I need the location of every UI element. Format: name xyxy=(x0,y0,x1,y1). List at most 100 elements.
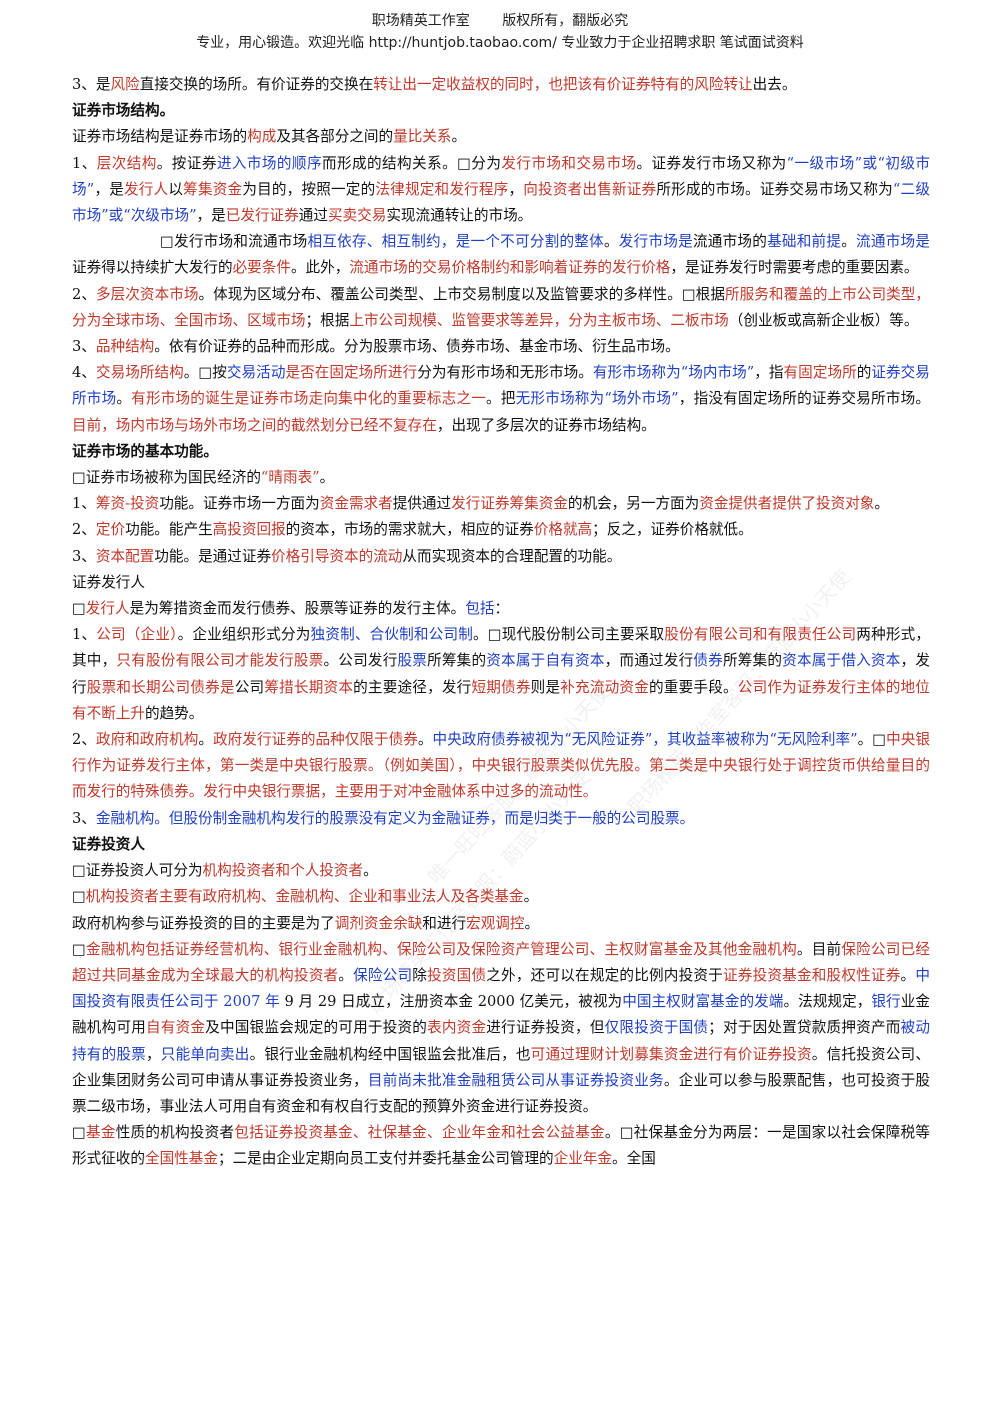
highlighted-text: 所服务和覆盖的上市公司类型，分为全球市场、全国市场、区域市场 xyxy=(72,285,930,329)
highlighted-text: 流通市场是 xyxy=(856,233,930,251)
text-run: 1、 xyxy=(72,154,97,172)
highlighted-text: 证券交易所市场 xyxy=(72,364,930,408)
highlighted-text: 目前，场内市场与场外市场之间的截然划分已经不复存在 xyxy=(72,416,437,434)
text-run: 2、 xyxy=(72,521,96,539)
text-run: 。 xyxy=(338,966,354,984)
text-run: 业金融机构可用 xyxy=(72,993,930,1037)
highlighted-text: 银行 xyxy=(871,993,901,1011)
highlighted-text: 公司（企业） xyxy=(96,626,178,644)
paragraph: □发行市场和流通市场相互依存、相互制约，是一个不可分割的整体。发行市场是流通市场… xyxy=(72,229,930,281)
section-heading: 证券投资人 xyxy=(72,832,930,858)
text-run: 。企业可以参与股票配售，也可投资于股票二级市场，事业法人可用自有资金和有权自行支… xyxy=(72,1071,930,1115)
text-run: 。 xyxy=(841,233,857,251)
paragraph: 3、资本配置功能。是通过证券价格引导资本的流动从而实现资本的合理配置的功能。 xyxy=(72,544,930,570)
highlighted-text: “二级市场”或“次级市场” xyxy=(72,180,930,225)
text-run: 。企业组织形式分为 xyxy=(177,626,311,644)
text-run: ，是证券发行时需要考虑的重要因素。 xyxy=(670,259,919,277)
text-run: 的机会，另一方面为 xyxy=(567,495,700,513)
text-run: 政府机构参与证券投资的目的主要是为了 xyxy=(72,914,335,932)
paragraph: □机构投资者主要有政府机构、金融机构、企业和事业法人及各类基金。 xyxy=(72,884,930,910)
paragraph: 1、筹资-投资功能。证券市场一方面为资金需求者提供通过发行证券筹集资金的机会，另… xyxy=(72,491,930,517)
text-run: 。 xyxy=(451,128,467,146)
text-run: 的资本，市场的需求就大，相应的证券 xyxy=(285,521,534,539)
highlighted-text: 资本配置 xyxy=(95,547,155,565)
text-run: ，出现了多层次的证券市场结构。 xyxy=(436,416,656,434)
paragraph: 3、是风险直接交换的场所。有价证券的交换在转让出一定收益权的同时，也把该有价证券… xyxy=(72,72,930,98)
header-studio: 职场精英工作室 xyxy=(371,13,470,29)
paragraph: □基金性质的机构投资者包括证券投资基金、社保基金、企业年金和社会公益基金。□社保… xyxy=(72,1120,930,1172)
text-run: 3、是 xyxy=(72,76,111,93)
text-run: 分为有形市场和无形市场。 xyxy=(417,364,593,382)
text-run: 。按证券 xyxy=(156,154,217,172)
highlighted-text: 量比关系 xyxy=(393,128,452,146)
highlighted-text: 目前尚未批准金融租赁公司从事证券投资业务 xyxy=(367,1071,664,1089)
highlighted-text: 宏观调控 xyxy=(466,914,525,932)
highlighted-text: “一级市场”或“初级市场” xyxy=(72,154,930,198)
text-run: 。 xyxy=(900,966,916,984)
text-run: 证券市场的基本功能。 xyxy=(72,442,218,460)
text-run: 出去。 xyxy=(752,76,797,93)
text-run: 。 xyxy=(524,914,540,932)
highlighted-text: 发行市场和交易市场 xyxy=(501,154,637,172)
text-run: 1、 xyxy=(72,495,96,513)
section-heading: 证券市场的基本功能。 xyxy=(72,439,930,465)
paragraph: 3、品种结构。依有价证券的品种而形成。分为股票市场、债券市场、基金市场、衍生品市… xyxy=(72,334,930,360)
highlighted-text: 政府和政府机构 xyxy=(95,731,199,749)
highlighted-text: 全国性基金 xyxy=(144,1150,218,1168)
highlighted-text: 价格就高 xyxy=(533,521,593,539)
header-line1: 职场精英工作室 版权所有，翻版必究 xyxy=(0,10,1000,32)
highlighted-text: 法律规定和发行程序 xyxy=(375,180,509,198)
highlighted-text: 流通市场的交易价格制约和影响着证券的发行价格 xyxy=(349,259,671,277)
text-run: □ xyxy=(72,940,87,958)
highlighted-text: 定价 xyxy=(95,521,126,539)
highlighted-text: 调剂资金余缺 xyxy=(334,914,423,932)
highlighted-text: 品种结构 xyxy=(95,338,155,356)
text-run: 。把 xyxy=(486,390,516,408)
highlighted-text: 买卖交易 xyxy=(327,207,387,225)
highlighted-text: 仅限投资于国债 xyxy=(604,1019,709,1037)
highlighted-text: 公司作为证券发行主体的地位有不断上升 xyxy=(72,678,930,722)
text-run: 直接交换的场所。有价证券的交换在 xyxy=(139,76,374,93)
paragraph: □发行人是为筹措资金而发行债券、股票等证券的发行主体。包括： xyxy=(72,596,930,622)
highlighted-text: “晴雨表” xyxy=(260,469,320,487)
highlighted-text: 风险 xyxy=(110,76,140,93)
text-run: 的主要途径，发行 xyxy=(353,678,472,696)
text-run: 。□社保基金分为两层：一是国家以社会保障税等形式征收的 xyxy=(72,1124,930,1168)
text-run: 。 xyxy=(874,495,889,513)
highlighted-text: 是否在固定场所进行 xyxy=(285,364,418,382)
highlighted-text: 进入市场的顺序 xyxy=(216,154,322,172)
highlighted-text: 发行市场是 xyxy=(618,233,693,251)
text-run: （创业板或高新企业板）等。 xyxy=(728,311,919,329)
text-run: 。□ xyxy=(857,731,887,749)
highlighted-text: 资本属于借入资本 xyxy=(782,652,901,670)
text-run: 。全国 xyxy=(612,1150,656,1168)
text-run: 实现流通转让的市场。 xyxy=(386,207,533,225)
paragraph: 2、定价功能。能产生高投资回报的资本，市场的需求就大，相应的证券价格就高；反之，… xyxy=(72,517,930,543)
highlighted-text: 中国投资有限责任公司于 2007 年 xyxy=(72,966,930,1011)
highlighted-text: 构成 xyxy=(247,128,277,146)
text-run: 所筹集的 xyxy=(722,652,783,670)
text-run: 功能。能产生 xyxy=(125,521,213,539)
highlighted-text: 机构投资者和个人投资者 xyxy=(202,862,364,880)
highlighted-text: 金融机构。但股份制金融机构发行的股票没有定义为金融证券，而是归类于一般的公司股票… xyxy=(95,809,695,827)
paragraph: 2、政府和政府机构。政府发行证券的品种仅限于债券。中央政府债券被视为“无风险证券… xyxy=(72,727,930,806)
text-run: ， xyxy=(508,180,524,198)
text-run: 1、 xyxy=(72,626,97,644)
paragraph: 1、层次结构。按证券进入市场的顺序而形成的结构关系。□分为发行市场和交易市场。证… xyxy=(72,151,930,230)
page-header: 职场精英工作室 版权所有，翻版必究 专业，用心锻造。欢迎光临 http://hu… xyxy=(0,10,1000,54)
text-run: 。体现为区域分布、覆盖公司类型、上市交易制度以及监管要求的多样性。□根据 xyxy=(198,285,725,303)
text-run: 证券市场结构。 xyxy=(72,102,175,120)
text-run: ， xyxy=(145,1045,161,1063)
highlighted-text: 筹集资金 xyxy=(183,180,243,198)
highlighted-text: 发行人 xyxy=(124,180,169,198)
highlighted-text: 短期债券 xyxy=(471,678,531,696)
highlighted-text: 交易活动 xyxy=(226,364,286,382)
paragraph: 4、交易场所结构。□按交易活动是否在固定场所进行分为有形市场和无形市场。有形市场… xyxy=(72,360,930,439)
header-rights: 版权所有，翻版必究 xyxy=(502,13,629,29)
highlighted-text: 向投资者出售新证券 xyxy=(523,180,657,198)
text-run: 所形成的市场。证券交易市场又称为 xyxy=(656,180,893,198)
text-run: ；对于因处置贷款质押资产而 xyxy=(708,1019,901,1037)
text-run: 3、 xyxy=(72,809,96,827)
text-run: 。 xyxy=(603,233,619,251)
